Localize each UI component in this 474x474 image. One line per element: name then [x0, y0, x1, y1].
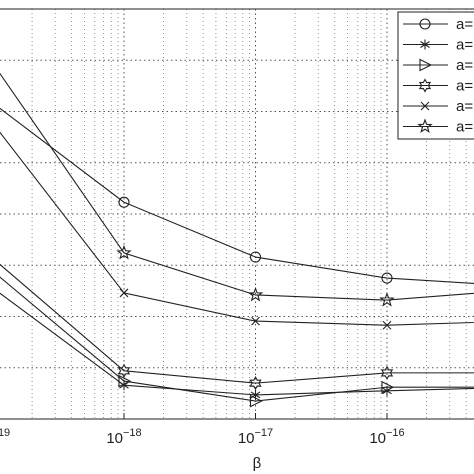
legend-label: a= — [456, 16, 473, 33]
tick-exponent: −17 — [255, 427, 274, 439]
marker — [249, 376, 262, 391]
series-line — [0, 72, 474, 301]
marker — [249, 394, 263, 408]
marker — [249, 251, 262, 263]
tick-base: 10 — [106, 430, 123, 447]
marker — [380, 365, 394, 381]
legend-label: a= — [456, 57, 473, 74]
grid — [0, 8, 474, 420]
marker — [119, 288, 129, 298]
legend-box — [397, 11, 474, 140]
legend-label: a= — [456, 119, 473, 136]
tick-exponent: −16 — [386, 427, 405, 439]
legend-marker — [420, 101, 430, 111]
legend-label: a= — [456, 78, 473, 95]
legend-marker — [417, 118, 433, 134]
marker — [118, 374, 132, 388]
marker — [382, 320, 392, 330]
series-line — [0, 131, 474, 326]
marker — [381, 272, 393, 284]
series-line — [0, 292, 474, 396]
legend-marker — [418, 78, 432, 93]
marker — [116, 244, 132, 260]
tick-base: 10 — [369, 430, 386, 447]
marker — [118, 196, 130, 208]
tick-base: 10 — [238, 430, 255, 447]
tick-exponent: −18 — [123, 427, 142, 439]
marker — [379, 292, 395, 307]
marker — [247, 286, 264, 302]
x-tick-label: 10−19 — [0, 427, 10, 447]
series-line — [0, 107, 474, 285]
legend-label: a= — [456, 98, 473, 115]
marker — [381, 380, 395, 394]
legend-marker — [419, 58, 433, 72]
x-tick-label: 10−17 — [238, 427, 273, 447]
x-tick-label: 10−18 — [106, 427, 141, 447]
series-line — [0, 263, 474, 384]
series-line — [0, 276, 474, 402]
plot-lines — [0, 60, 474, 408]
tick-exponent: −19 — [0, 427, 10, 439]
legend: a= a= a= a= a= a= — [397, 11, 474, 140]
x-axis-label: β — [253, 455, 262, 472]
marker — [251, 316, 260, 326]
legend-marker — [420, 39, 430, 50]
marker — [117, 363, 131, 378]
legend-label: a= — [456, 37, 473, 54]
x-tick-label: 10−16 — [369, 427, 404, 447]
legend-marker — [419, 18, 431, 30]
